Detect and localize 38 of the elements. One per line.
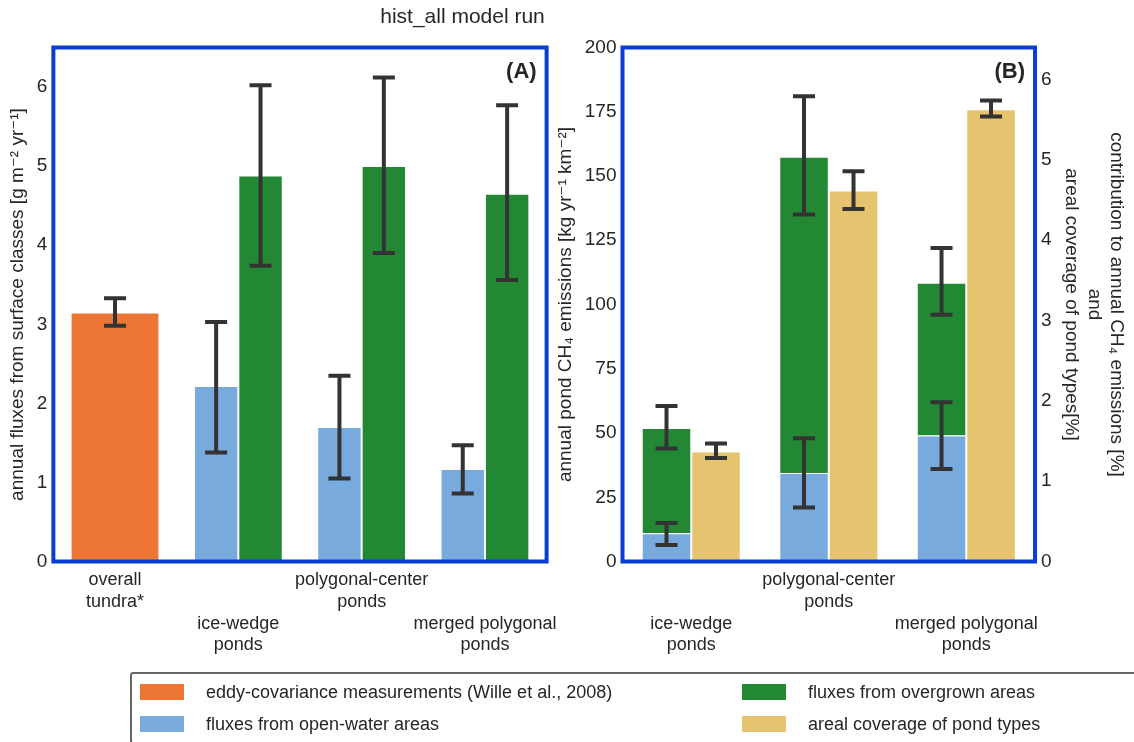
y2-tick-label: 1 bbox=[1041, 469, 1052, 491]
annotation: (A) bbox=[506, 58, 537, 84]
y-axis-title: annual fluxes from surface classes [g m⁻² yr⁻¹] bbox=[5, 108, 27, 501]
y-tick-label: 150 bbox=[584, 164, 617, 186]
y2-tick-label: 4 bbox=[1041, 228, 1053, 250]
y-tick-label: 4 bbox=[36, 233, 48, 255]
y-tick-label: 6 bbox=[36, 75, 48, 97]
x-tick-label: ice-wedge ponds bbox=[650, 612, 733, 655]
y2-tick-label: 5 bbox=[1041, 148, 1052, 170]
chart-title: hist_all model run bbox=[379, 4, 546, 28]
y-tick-label: 175 bbox=[584, 99, 617, 121]
y-tick-label: 2 bbox=[36, 391, 48, 413]
y-tick-label: 100 bbox=[584, 292, 617, 314]
y-tick-label: 125 bbox=[584, 228, 617, 250]
x-tick-label: merged polygonal ponds bbox=[894, 612, 1038, 655]
legend-label: eddy-covariance measurements (Wille et al., 2008) bbox=[206, 681, 613, 703]
y-tick-label: 75 bbox=[595, 357, 617, 379]
legend-label: fluxes from open-water areas bbox=[206, 713, 440, 735]
y2-tick-label: 6 bbox=[1041, 67, 1052, 89]
y-tick-label: 3 bbox=[36, 312, 48, 334]
legend-label: areal coverage of pond types bbox=[808, 713, 1041, 735]
x-tick-label: ice-wedge ponds bbox=[197, 612, 280, 655]
y-tick-label: 200 bbox=[584, 35, 617, 57]
y-tick-label: 0 bbox=[605, 549, 617, 571]
y-tick-label: 50 bbox=[595, 421, 617, 443]
y2-tick-label: 3 bbox=[1041, 308, 1052, 330]
x-tick-label: overall tundra* bbox=[86, 569, 145, 611]
y-tick-label: 5 bbox=[36, 154, 48, 176]
y-axis-title: annual pond CH₄ emissions [kg yr⁻¹ km⁻²] bbox=[553, 126, 575, 483]
y-tick-label: 0 bbox=[36, 549, 48, 571]
y-tick-label: 25 bbox=[595, 485, 617, 507]
y2-tick-label: 2 bbox=[1041, 389, 1052, 411]
annotation: (B) bbox=[994, 58, 1026, 84]
x-tick-label: merged polygonal ponds bbox=[413, 612, 557, 655]
legend-label: fluxes from overgrown areas bbox=[808, 681, 1036, 703]
y2-tick-label: 0 bbox=[1041, 549, 1052, 571]
y-tick-label: 1 bbox=[36, 470, 48, 492]
y2-axis-title: contribution to annual CH₄ emissions [%] and areal coverage of pond types[%] bbox=[1061, 132, 1129, 477]
